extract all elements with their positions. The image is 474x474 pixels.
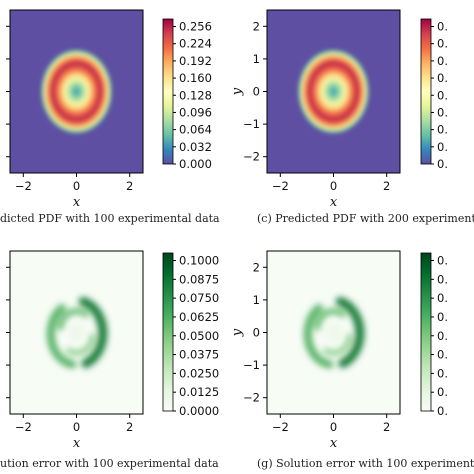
- colorbar-tick-label: 0.: [437, 310, 448, 324]
- colorbar: [162, 18, 174, 165]
- colorbar: [420, 252, 432, 412]
- panel-caption: dicted PDF with 100 experimental data: [0, 212, 220, 225]
- error-swirl: [303, 297, 365, 369]
- colorbar-tick-label: 0.: [437, 123, 448, 137]
- y-tick-label: −2: [243, 391, 260, 405]
- colorbar-tick-label: 0.0125: [179, 385, 219, 399]
- colorbar-tick-label: 0.: [437, 105, 448, 119]
- x-tick-label: 0: [330, 420, 337, 434]
- plot-area: [267, 10, 400, 173]
- colorbar-tick-label: 0.160: [179, 71, 212, 85]
- panel-caption: ution error with 100 experimental data: [0, 457, 219, 470]
- colorbar-tick-label: 0.0875: [179, 272, 219, 286]
- y-axis-label: y: [230, 87, 245, 96]
- y-tick-label: 0: [253, 326, 260, 340]
- panel-top-left: −2 0 2 x 0.256 0.224 0.192 0.160 0.128 0.096 0.064…: [0, 9, 220, 225]
- x-axis-label: x: [73, 195, 81, 210]
- colorbar-tick-label: 0.: [437, 88, 448, 102]
- y-tick-label: 2: [253, 19, 260, 33]
- pdf-ring: [297, 49, 370, 134]
- x-axis-label: x: [330, 436, 338, 451]
- colorbar-tick-label: 0.: [437, 272, 448, 286]
- x-tick-label: −2: [272, 179, 289, 193]
- colorbar-tick-label: 0.: [437, 348, 448, 362]
- error-arc-bottom: [323, 333, 352, 356]
- colorbar-tick-label: 0.000: [179, 157, 212, 171]
- x-tick-label: 0: [330, 179, 337, 193]
- y-tick-label: 0: [253, 85, 260, 99]
- colorbar-tick-label: 0.: [437, 329, 448, 343]
- colorbar-tick-label: 0.: [437, 140, 448, 154]
- colorbar-tick-label: 0.: [437, 385, 448, 399]
- x-tick-label: 2: [126, 420, 133, 434]
- colorbar-tick-label: 0.: [437, 366, 448, 380]
- colorbar-tick-label: 0.0000: [179, 404, 219, 418]
- y-tick-label: −1: [243, 117, 260, 131]
- panel-caption: (g) Solution error with 100 experimental…: [257, 457, 474, 470]
- y-tick-label: −2: [243, 150, 260, 164]
- y-tick-label: 2: [253, 260, 260, 274]
- x-tick-label: −2: [15, 179, 32, 193]
- error-arc-left: [46, 304, 77, 369]
- x-axis-label: x: [330, 195, 338, 210]
- colorbar-tick-label: 0.: [437, 71, 448, 85]
- y-tick-label: −1: [243, 358, 260, 372]
- plot-area: [10, 10, 143, 173]
- colorbar-tick-label: 0.: [437, 404, 448, 418]
- y-tick-label: 1: [253, 52, 260, 66]
- x-tick-label: −2: [272, 420, 289, 434]
- x-tick-label: 0: [73, 179, 80, 193]
- y-axis-label: y: [230, 328, 245, 337]
- colorbar-tick-label: 0.0375: [179, 348, 219, 362]
- error-arc-right: [335, 297, 365, 368]
- x-tick-label: 2: [383, 179, 390, 193]
- colorbar-tick-label: 0.0500: [179, 329, 219, 343]
- colorbar-tick-label: 0.064: [179, 123, 212, 137]
- y-tick-label: 1: [253, 293, 260, 307]
- colorbar-tick-label: 0.192: [179, 54, 212, 68]
- pdf-ring: [40, 49, 113, 134]
- x-tick-label: 2: [126, 179, 133, 193]
- colorbar-tick-label: 0.: [437, 291, 448, 305]
- error-swirl: [46, 297, 108, 369]
- colorbar-tick-label: 0.: [437, 254, 448, 268]
- colorbar-tick-label: 0.0750: [179, 291, 219, 305]
- plot-area: [10, 251, 143, 414]
- colorbar-tick-label: 0.: [437, 20, 448, 34]
- colorbar-tick-label: 0.0625: [179, 310, 219, 324]
- panel-bottom-left: −2 0 2 x 0.1000 0.0875 0.0750 0.0625 0.0500 0.037…: [0, 250, 219, 470]
- colorbar-tick-label: 0.128: [179, 88, 212, 102]
- panel-caption: (c) Predicted PDF with 200 experimental …: [257, 212, 474, 225]
- panel-top-right: −2 0 2 x 2 1 0 −1 −2 y 0. 0. 0. 0. 0. 0. 0. 0. 0. (c) Predi…: [230, 9, 474, 225]
- x-tick-label: 2: [383, 420, 390, 434]
- error-arc-top: [57, 308, 89, 331]
- colorbar-tick-label: 0.032: [179, 140, 212, 154]
- colorbar-tick-label: 0.1000: [179, 254, 219, 268]
- error-arc-right: [78, 297, 108, 368]
- x-tick-label: −2: [15, 420, 32, 434]
- colorbar-tick-label: 0.: [437, 54, 448, 68]
- error-center: [68, 322, 85, 343]
- error-arc-left: [303, 304, 334, 369]
- colorbar-tick-label: 0.: [437, 157, 448, 171]
- colorbar-tick-label: 0.224: [179, 37, 212, 51]
- colorbar-tick-label: 0.256: [179, 20, 212, 34]
- x-axis-label: x: [73, 436, 81, 451]
- colorbar: [420, 18, 432, 165]
- error-center: [325, 322, 342, 343]
- x-tick-label: 0: [73, 420, 80, 434]
- error-arc-top: [314, 308, 346, 331]
- error-arc-bottom: [66, 333, 95, 356]
- colorbar: [162, 252, 174, 412]
- colorbar-tick-label: 0.: [437, 37, 448, 51]
- panel-bottom-right: −2 0 2 x 2 1 0 −1 −2 y 0. 0. 0. 0. 0. 0. 0. 0. 0. (g) Solut…: [230, 250, 474, 470]
- colorbar-tick-label: 0.0250: [179, 366, 219, 380]
- colorbar-tick-label: 0.096: [179, 105, 212, 119]
- plot-area: [267, 251, 400, 414]
